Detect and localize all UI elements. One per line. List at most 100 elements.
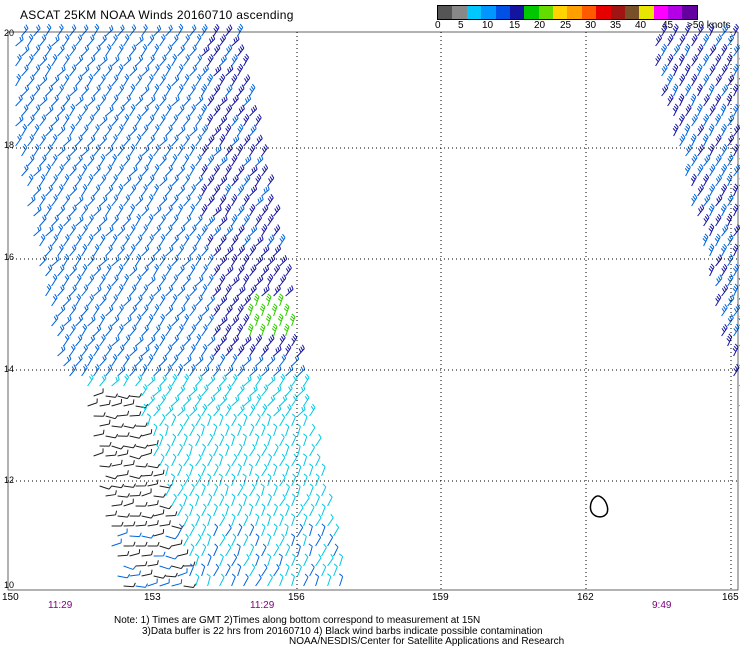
wind-barb xyxy=(279,413,286,427)
wind-barb xyxy=(45,105,54,117)
wind-barb xyxy=(231,473,236,487)
wind-barb xyxy=(183,413,190,427)
wind-barb xyxy=(201,563,206,577)
wind-barb xyxy=(39,193,46,207)
wind-barb xyxy=(99,134,108,147)
wind-barb xyxy=(243,294,251,307)
wind-barb xyxy=(195,233,202,247)
wind-barb xyxy=(33,143,40,157)
color-swatch xyxy=(524,6,539,19)
wind-barb xyxy=(189,224,197,237)
wind-barb xyxy=(165,83,172,97)
wind-barb xyxy=(224,483,229,497)
wind-barb xyxy=(117,470,129,477)
wind-barb xyxy=(75,354,83,367)
wind-barb xyxy=(213,164,220,177)
wind-barb xyxy=(691,73,698,87)
wind-barb xyxy=(123,33,130,47)
wind-barb xyxy=(93,264,102,277)
wind-barb xyxy=(111,445,125,450)
wind-barb xyxy=(237,143,244,157)
wind-barb xyxy=(273,443,279,457)
wind-barb xyxy=(165,63,172,77)
wind-barb xyxy=(147,353,154,367)
wind-barb xyxy=(153,205,162,217)
wind-barb xyxy=(111,375,120,387)
wind-barb xyxy=(201,324,208,337)
wind-barb xyxy=(333,543,339,557)
wind-barb xyxy=(63,253,70,267)
wind-barb xyxy=(303,513,308,527)
wind-barb xyxy=(237,285,246,297)
wind-barb xyxy=(207,233,214,247)
wind-barb xyxy=(327,573,332,587)
wind-barb xyxy=(165,511,178,517)
wind-barb xyxy=(201,183,208,197)
wind-barb xyxy=(81,183,88,197)
color-swatch xyxy=(438,6,453,19)
wind-barb xyxy=(87,73,94,87)
wind-barb xyxy=(93,429,105,437)
color-swatch xyxy=(495,6,510,19)
wind-barb xyxy=(714,233,721,247)
wind-barb xyxy=(285,563,290,577)
wind-barb xyxy=(51,153,58,167)
wind-barb xyxy=(703,113,710,127)
wind-barb xyxy=(231,533,237,547)
wind-barb xyxy=(248,463,253,477)
wind-barb xyxy=(159,54,167,67)
wind-barb xyxy=(243,214,250,227)
wind-barb xyxy=(39,173,46,187)
wind-barb xyxy=(255,155,264,167)
wind-barb xyxy=(153,64,160,77)
wind-barb xyxy=(672,123,679,137)
wind-barb xyxy=(303,413,308,427)
wind-barb xyxy=(171,373,178,387)
wind-barb xyxy=(279,513,284,527)
wind-barb xyxy=(237,344,245,357)
wind-barb xyxy=(81,263,88,277)
wind-barb xyxy=(255,513,260,527)
wind-barb xyxy=(267,453,273,467)
wind-barb xyxy=(153,163,160,177)
wind-barb xyxy=(183,561,196,567)
wind-barb xyxy=(679,133,686,147)
wind-barb xyxy=(279,373,286,387)
wind-barb xyxy=(105,43,112,57)
wind-barb xyxy=(105,490,117,497)
wind-barb xyxy=(207,134,215,147)
wind-barb xyxy=(672,83,679,97)
wind-barb xyxy=(231,513,236,527)
wind-barb xyxy=(75,34,83,47)
wind-barb xyxy=(189,284,197,297)
wind-barb xyxy=(219,254,228,267)
wind-barb xyxy=(99,195,108,207)
wind-barb xyxy=(171,194,179,207)
wind-barb xyxy=(225,523,232,537)
wind-barb xyxy=(207,214,216,227)
wind-barb xyxy=(165,103,172,117)
wind-barb xyxy=(285,483,290,497)
wind-barb xyxy=(243,113,250,127)
pass-time-label-2: 11:29 xyxy=(250,600,275,611)
wind-barb xyxy=(21,24,29,37)
wind-barb xyxy=(123,334,131,347)
wind-barb xyxy=(248,503,254,517)
wind-barb xyxy=(171,539,183,547)
wind-barb xyxy=(27,134,35,147)
color-swatch xyxy=(581,6,597,19)
wind-barb xyxy=(153,224,162,237)
wind-barb xyxy=(183,493,188,507)
wind-barb xyxy=(327,513,334,527)
wind-barb xyxy=(177,143,184,157)
wind-barb xyxy=(87,294,95,307)
wind-barb xyxy=(111,538,122,547)
wind-barb xyxy=(93,343,100,357)
color-scale-tick-label: 20 xyxy=(534,20,546,31)
wind-barb xyxy=(135,94,144,107)
wind-barb xyxy=(261,443,268,457)
wind-barb xyxy=(655,34,663,47)
wind-barb xyxy=(255,533,260,547)
wind-barb xyxy=(57,164,64,177)
wind-barb xyxy=(195,374,203,387)
